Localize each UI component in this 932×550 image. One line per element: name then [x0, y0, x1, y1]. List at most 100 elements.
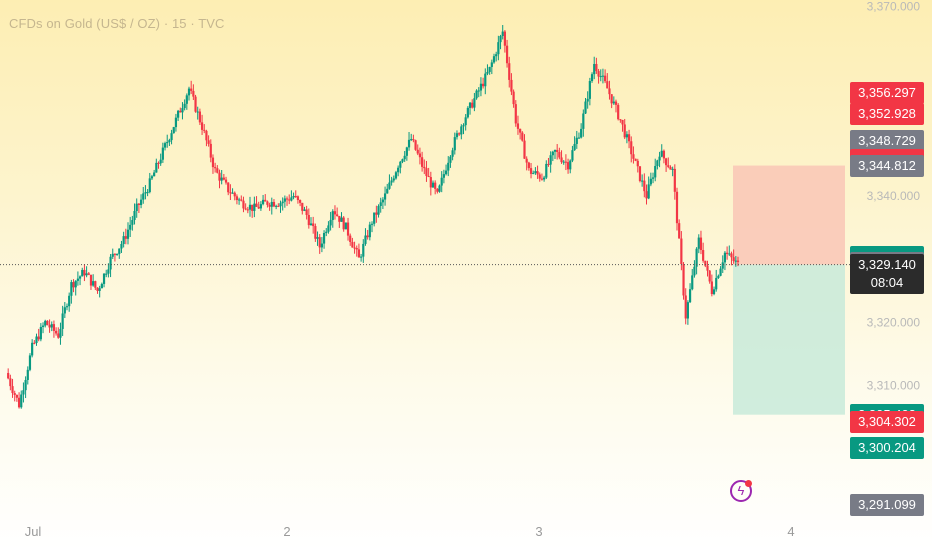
candle-body — [599, 76, 602, 78]
candle-body — [281, 201, 284, 204]
candle-body — [131, 220, 134, 225]
candle-body — [322, 232, 326, 244]
candle-body — [92, 281, 95, 286]
candle-body — [590, 74, 594, 82]
candle-body — [397, 167, 400, 173]
candle-body — [665, 158, 668, 166]
candle-body — [294, 196, 297, 198]
time-axis-label: 4 — [787, 524, 794, 539]
candle-body — [153, 172, 156, 177]
candle-body — [50, 324, 53, 328]
price-axis-label: 3,370.000 — [867, 0, 921, 13]
candle-body — [55, 330, 58, 334]
candle-body — [723, 252, 727, 263]
candle-body — [638, 166, 642, 182]
candle-body — [211, 157, 215, 168]
candle-body — [601, 75, 605, 77]
candle-body — [74, 280, 77, 288]
candle-body — [399, 161, 402, 168]
candle-body — [625, 134, 628, 138]
candle-body — [272, 201, 276, 207]
candle-body — [632, 154, 635, 159]
candle-body — [48, 325, 51, 328]
candle-body — [246, 209, 249, 211]
candle-body — [22, 390, 25, 395]
candle-body — [488, 66, 491, 72]
candle-body — [7, 372, 10, 379]
candle-body — [673, 168, 676, 192]
candle-body — [9, 378, 12, 387]
candle-body — [11, 386, 14, 394]
candle-body — [277, 205, 280, 207]
candle-body — [107, 269, 110, 274]
candle-body — [436, 188, 439, 192]
candle-body — [649, 178, 652, 185]
candle-body — [327, 225, 330, 232]
current-price-value: 3,329.140 — [858, 256, 916, 272]
candle-body — [72, 282, 75, 288]
candle-body — [704, 260, 707, 266]
candle-body — [662, 150, 666, 159]
candle-body — [455, 133, 459, 138]
candle-body — [529, 168, 533, 174]
candle-body — [312, 223, 315, 227]
candle-body — [479, 83, 483, 91]
candle-body — [573, 143, 576, 151]
candle-body — [346, 222, 350, 236]
candle-body — [571, 150, 574, 161]
candle-body — [63, 307, 66, 314]
candle-body — [604, 75, 607, 82]
candle-body — [438, 185, 441, 192]
candle-body — [527, 162, 530, 169]
candle-body — [179, 110, 182, 113]
candle-body — [418, 153, 422, 158]
candle-body — [222, 177, 225, 180]
candle-body — [357, 249, 361, 258]
time-axis-label: 3 — [535, 524, 542, 539]
candle-body — [621, 120, 624, 125]
candle-body — [28, 355, 32, 370]
candle-body — [651, 177, 655, 179]
candle-body — [444, 170, 448, 175]
candle-body — [734, 260, 737, 262]
candle-body — [68, 295, 71, 307]
lightning-icon[interactable]: ϟ — [730, 480, 752, 502]
candle-body — [61, 313, 64, 329]
candle-body — [17, 397, 21, 408]
candle-body — [712, 289, 716, 295]
candle-body — [105, 273, 108, 275]
candle-body — [76, 278, 79, 281]
candle-body — [562, 161, 565, 163]
candle-body — [394, 172, 398, 179]
candle-body — [259, 204, 262, 209]
current-price-badge: 3,329.140 08:04 — [850, 253, 924, 294]
candle-body — [126, 229, 130, 239]
candle-body — [218, 172, 221, 181]
candle-body — [416, 149, 419, 154]
candle-body — [209, 143, 212, 158]
candle-body — [70, 282, 73, 296]
candle-body — [205, 130, 208, 141]
candle-body — [647, 184, 650, 199]
candle-body — [185, 95, 188, 104]
candle-body — [87, 273, 90, 275]
candle-body — [196, 111, 199, 113]
candle-body — [536, 171, 539, 175]
candle-body — [52, 324, 56, 331]
price-badge: 3,344.812 — [850, 154, 924, 177]
candle-body — [81, 269, 84, 277]
candle-body — [656, 160, 659, 166]
candle-body — [307, 214, 310, 226]
candle-body — [148, 178, 151, 193]
candle-body — [499, 35, 502, 43]
candle-body — [233, 192, 236, 197]
candle-body — [216, 168, 219, 173]
stop-loss-zone — [733, 165, 845, 265]
candle-body — [693, 266, 696, 276]
price-badge: 3,300.204 — [850, 436, 924, 459]
candle-body — [732, 257, 735, 262]
candle-body — [538, 174, 541, 179]
candle-body — [431, 182, 435, 188]
candle-body — [730, 253, 733, 258]
